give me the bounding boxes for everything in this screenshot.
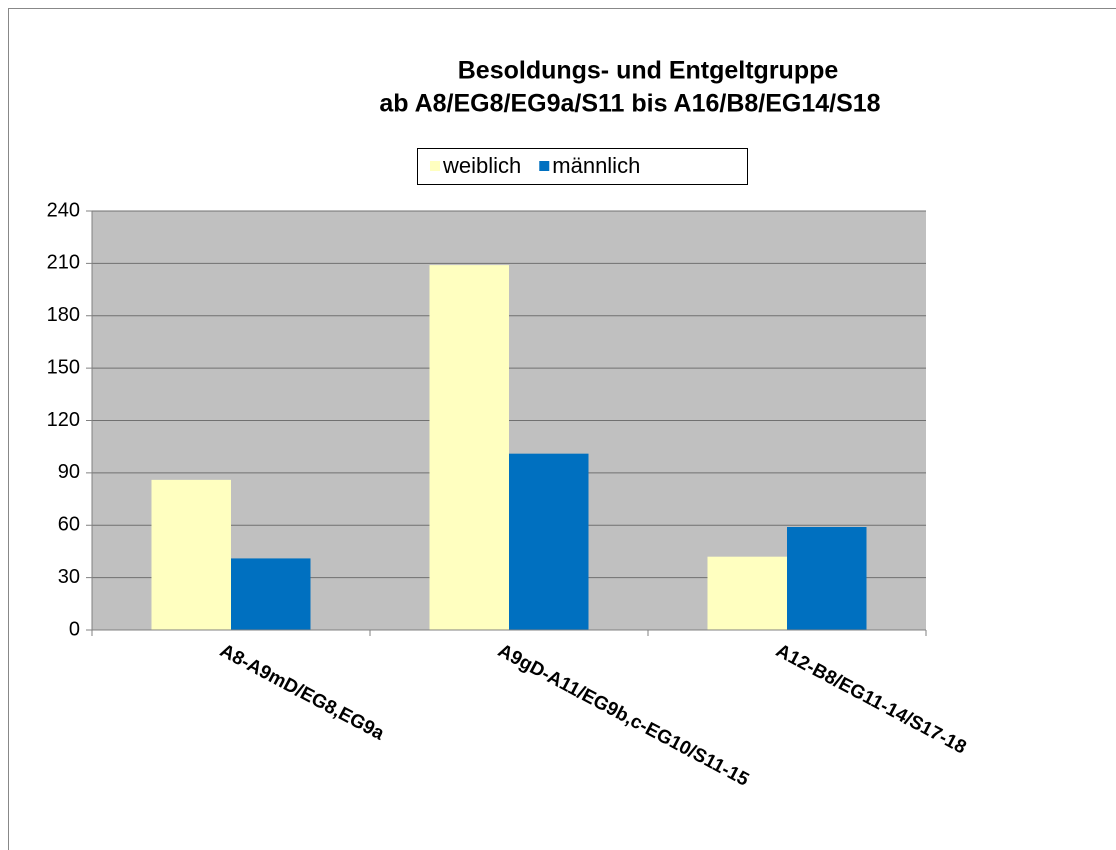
y-tick-label: 240 bbox=[47, 199, 80, 221]
legend-swatch bbox=[539, 161, 550, 171]
legend-label: männlich bbox=[552, 153, 640, 178]
bar bbox=[231, 558, 311, 630]
y-tick-label: 180 bbox=[47, 304, 80, 326]
y-tick-label: 0 bbox=[69, 618, 80, 640]
y-tick-label: 60 bbox=[58, 514, 80, 536]
bar bbox=[787, 526, 867, 630]
bar bbox=[151, 479, 231, 630]
bar bbox=[429, 265, 509, 630]
y-tick-label: 30 bbox=[58, 566, 80, 588]
legend-box bbox=[417, 148, 748, 185]
y-tick-label: 210 bbox=[47, 252, 80, 274]
legend-label: weiblich bbox=[442, 153, 521, 178]
bar bbox=[707, 556, 787, 630]
chart-subtitle: ab A8/EG8/EG9a/S11 bis A16/B8/EG14/S18 bbox=[379, 90, 880, 118]
bar bbox=[509, 453, 589, 630]
y-tick-label: 90 bbox=[58, 461, 80, 483]
y-tick-label: 120 bbox=[47, 409, 80, 431]
y-tick-label: 150 bbox=[47, 356, 80, 378]
legend-swatch bbox=[430, 161, 440, 171]
chart-title: Besoldungs- und Entgeltgruppe bbox=[458, 57, 839, 85]
